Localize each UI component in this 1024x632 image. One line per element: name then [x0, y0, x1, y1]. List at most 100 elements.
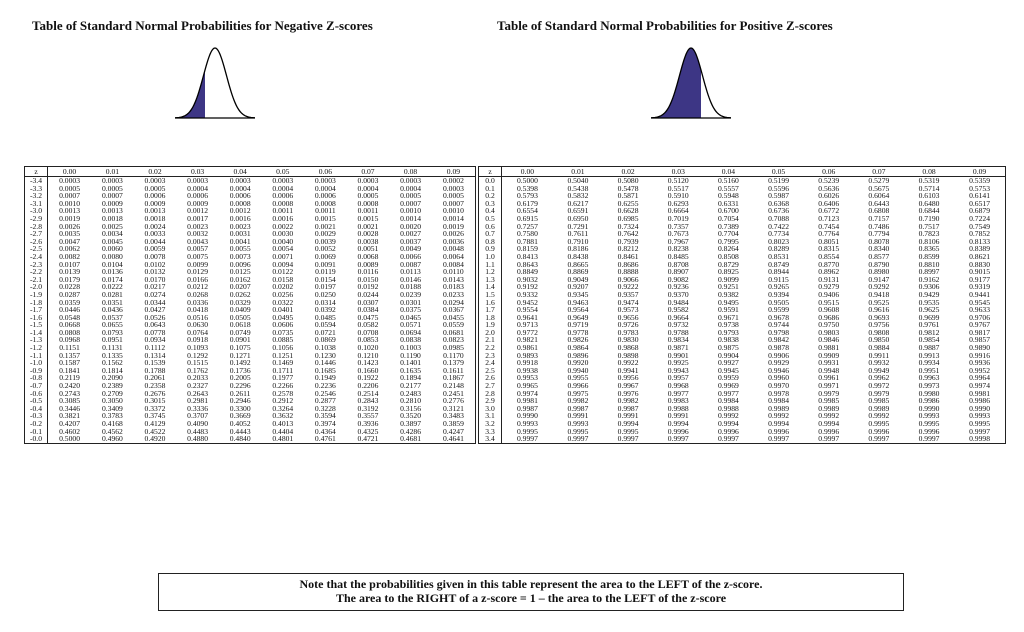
probability-cell: 0.9997 — [516, 434, 538, 444]
probability-cell: 0.9975 — [567, 388, 589, 398]
probability-cell: 0.2643 — [187, 388, 209, 398]
probability-cell: 0.0007 — [442, 198, 464, 208]
probability-cell: 0.0026 — [59, 221, 80, 231]
probability-cell: 0.3859 — [442, 419, 464, 428]
probability-cell: 0.0808 — [59, 327, 80, 337]
z-value-cell: 2.5 — [478, 367, 502, 375]
probability-cell: 0.5279 — [868, 176, 890, 185]
table-row: -0.5 0.3085 0.3050 0.3015 0.2981 0.2946 0.2912… — [24, 396, 476, 406]
z-value-cell: -3.3 — [24, 184, 48, 193]
probability-cell: 0.9997 — [617, 434, 639, 444]
probability-cell: 0.9394 — [768, 289, 789, 299]
probability-cell: 0.9854 — [918, 335, 940, 345]
probability-cell: 0.0009 — [101, 198, 123, 208]
probability-cell: 0.3974 — [314, 419, 336, 428]
column-header: 0.08 — [389, 166, 432, 177]
table-row: 1.3 0.9032 0.9049 0.9066 0.9082 0.9099 0.9115 0… — [478, 274, 1006, 284]
note-line-1: Note that the probabilities given in thi… — [299, 577, 763, 591]
probability-cell: 0.0012 — [187, 206, 209, 216]
probability-cell: 0.0082 — [59, 251, 80, 261]
z-value-cell: 0.2 — [478, 192, 502, 200]
probability-cell: 0.1977 — [272, 373, 294, 383]
table-row: -0.0 0.5000 0.4960 0.4920 0.4880 0.4840 0.4801… — [24, 435, 476, 444]
z-value-cell: -0.0 — [24, 435, 48, 444]
probability-cell: 0.3015 — [144, 396, 166, 406]
probability-cell: 0.0084 — [442, 259, 464, 269]
probability-cell: 0.5910 — [667, 191, 689, 201]
probability-cell: 0.1685 — [314, 365, 336, 375]
probability-cell: 0.1446 — [314, 358, 336, 368]
probability-cell: 0.0047 — [59, 236, 80, 246]
probability-cell: 0.3897 — [400, 419, 421, 428]
z-value-cell: 2.0 — [478, 329, 502, 337]
probability-cell: 0.7123 — [818, 213, 840, 223]
probability-cell: 0.9952 — [969, 365, 990, 375]
z-value-cell: 2.3 — [478, 352, 502, 360]
probability-cell: 0.0005 — [101, 183, 123, 193]
z-value-cell: 2.6 — [478, 374, 502, 383]
bell-curve-line — [651, 47, 731, 119]
z-value-cell: 0.4 — [478, 207, 502, 215]
probability-cell: 0.9946 — [768, 365, 789, 375]
probability-cell: 0.6844 — [918, 206, 940, 216]
probability-cell: 0.5199 — [768, 176, 789, 185]
probability-cell: 0.0630 — [187, 320, 209, 330]
z-value-cell: -0.9 — [24, 367, 48, 375]
probability-cell: 0.5714 — [918, 183, 940, 193]
probability-cell: 0.0059 — [144, 244, 166, 254]
probability-cell: 0.9015 — [969, 267, 990, 277]
table-row: -0.3 0.3821 0.3783 0.3745 0.3707 0.3669 0.3632… — [24, 412, 476, 420]
probability-cell: 0.0823 — [442, 335, 464, 345]
z-value-cell: 3.1 — [478, 412, 502, 420]
probability-cell: 0.0287 — [59, 289, 80, 299]
probability-cell: 0.0066 — [400, 251, 421, 261]
probability-cell: 0.0668 — [59, 320, 80, 330]
probability-cell: 0.9671 — [717, 312, 739, 322]
left-of-positive-z-shaded-area — [651, 48, 701, 118]
probability-cell: 0.0582 — [357, 320, 379, 330]
probability-cell: 0.9987 — [516, 403, 538, 413]
probability-cell: 0.9850 — [868, 335, 890, 345]
probability-cell: 0.0003 — [229, 176, 251, 185]
table-row: -1.6 0.0548 0.0537 0.0526 0.0516 0.0505 0.0495… — [24, 314, 476, 322]
table-row: -0.8 0.2119 0.2090 0.2061 0.2033 0.2005 0.1977… — [24, 373, 476, 383]
probability-cell: 0.0008 — [229, 198, 251, 208]
probability-cell: 0.9884 — [868, 343, 890, 353]
probability-cell: 0.5675 — [868, 183, 890, 193]
probability-cell: 0.0004 — [400, 183, 421, 193]
probability-cell: 0.9875 — [717, 343, 739, 353]
probability-cell: 0.9817 — [969, 327, 990, 337]
z-value-cell: 1.1 — [478, 260, 502, 269]
probability-cell: 0.8749 — [768, 259, 789, 269]
table-row: 2.5 0.9938 0.9940 0.9941 0.9943 0.9945 0.9946 0… — [478, 365, 1006, 375]
probability-cell: 0.9977 — [717, 388, 739, 398]
probability-cell: 0.0005 — [144, 183, 166, 193]
probability-cell: 0.0003 — [101, 176, 123, 185]
probability-cell: 0.4286 — [400, 426, 421, 436]
z-value-cell: 0.8 — [478, 238, 502, 246]
z-value-cell: -1.8 — [24, 298, 48, 307]
probability-cell: 0.9934 — [918, 358, 940, 368]
probability-cell: 0.5438 — [567, 183, 589, 193]
probability-cell: 0.9778 — [567, 327, 589, 337]
negative-table-title: Table of Standard Normal Probabilities f… — [32, 18, 373, 33]
probability-cell: 0.9997 — [818, 434, 840, 444]
probability-cell: 0.7357 — [667, 221, 689, 231]
probability-cell: 0.9904 — [717, 350, 739, 360]
probability-cell: 0.9207 — [567, 282, 589, 292]
probability-cell: 0.5080 — [617, 176, 639, 185]
probability-cell: 0.0004 — [229, 183, 251, 193]
probability-cell: 0.0099 — [187, 259, 209, 269]
probability-cell: 0.0116 — [357, 267, 379, 277]
probability-cell: 0.1515 — [187, 358, 209, 368]
probability-cell: 0.9793 — [717, 327, 739, 337]
probability-cell: 0.5557 — [717, 183, 739, 193]
probability-cell: 0.9066 — [617, 274, 639, 284]
probability-cell: 0.8907 — [667, 267, 689, 277]
probability-cell: 0.0192 — [357, 282, 379, 292]
probability-cell: 0.9525 — [868, 297, 890, 307]
probability-cell: 0.0026 — [442, 229, 464, 239]
probability-cell: 0.5948 — [717, 191, 739, 201]
table-row: 1.4 0.9192 0.9207 0.9222 0.9236 0.9251 0.9265 0… — [478, 282, 1006, 292]
probability-cell: 0.8643 — [516, 259, 538, 269]
